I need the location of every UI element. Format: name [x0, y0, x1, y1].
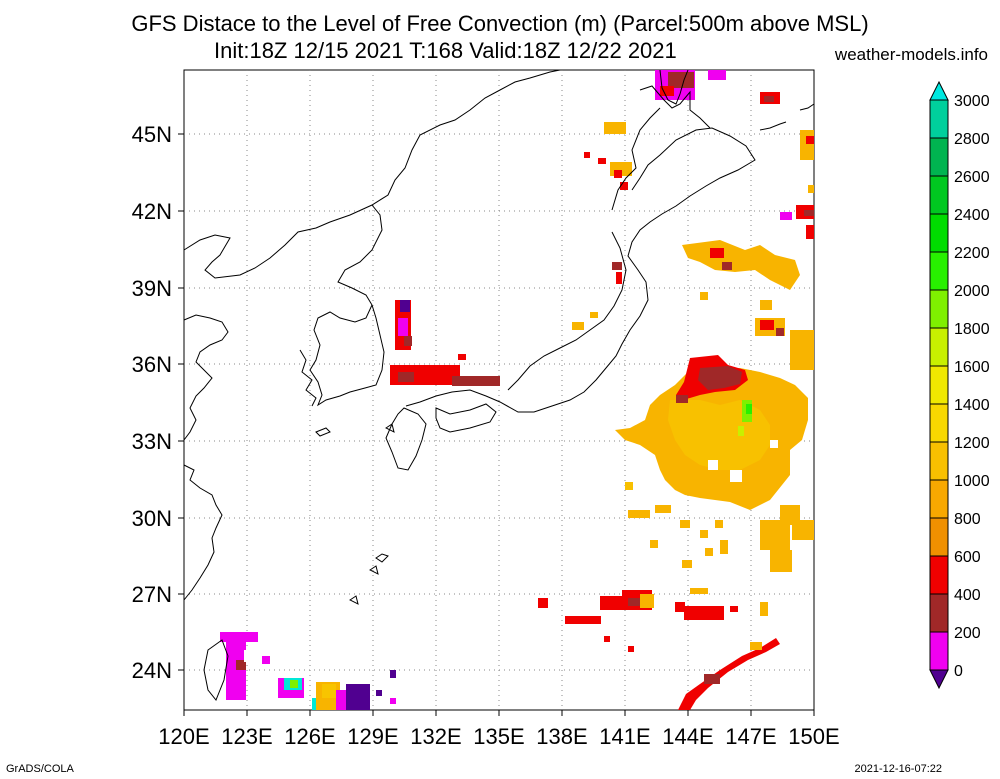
lon-labels: 120E 123E 126E 129E 132E 135E 138E 141E …: [158, 724, 839, 749]
lon-tick-label: 132E: [410, 724, 461, 749]
colorbar-label: 1600: [954, 359, 990, 376]
lon-tick-label: 138E: [536, 724, 587, 749]
colorbar-label: 1200: [954, 435, 990, 452]
lfc-shading: [220, 70, 814, 710]
lon-tick-label: 123E: [221, 724, 272, 749]
colorbar-band: [929, 441, 949, 481]
colorbar-band: [929, 631, 949, 671]
colorbar-label: 800: [954, 511, 981, 528]
colorbar-bottom-arrow: [929, 669, 949, 690]
southwest-region: [220, 632, 396, 710]
lat-tick-label: 36N: [132, 352, 172, 377]
coastlines: [183, 69, 815, 701]
colorbar-label: 400: [954, 587, 981, 604]
colorbar-band: [929, 517, 949, 557]
colorbar-band: [929, 593, 949, 633]
colorbar-label: 2000: [954, 283, 990, 300]
colorbar-label: 2600: [954, 169, 990, 186]
colorbar-top-arrow: [929, 80, 949, 101]
colorbar-band: [929, 555, 949, 595]
colorbar: 3000280026002400220020001800160014001200…: [929, 80, 990, 690]
colorbar-label: 2200: [954, 245, 990, 262]
lat-tick-label: 27N: [132, 582, 172, 607]
colorbar-label: 1000: [954, 473, 990, 490]
map-subtitle: Init:18Z 12/15 2021 T:168 Valid:18Z 12/2…: [214, 38, 677, 63]
axis-ticks: [178, 133, 815, 716]
footer-timestamp: 2021-12-16-07:22: [854, 763, 942, 775]
colorbar-band: [929, 175, 949, 215]
lat-tick-label: 33N: [132, 429, 172, 454]
colorbar-band: [929, 251, 949, 291]
colorbar-label: 2400: [954, 207, 990, 224]
far-northeast-region: [760, 92, 814, 239]
colorbar-band: [929, 479, 949, 519]
lon-tick-label: 120E: [158, 724, 209, 749]
colorbar-band: [929, 289, 949, 329]
korea-strait-region: [390, 300, 500, 386]
lat-tick-label: 45N: [132, 122, 172, 147]
lat-tick-label: 30N: [132, 506, 172, 531]
colorbar-band: [929, 213, 949, 253]
subtropical-band: [538, 588, 780, 710]
map-title: GFS Distace to the Level of Free Convect…: [131, 11, 869, 36]
colorbar-band: [929, 99, 949, 139]
colorbar-label: 0: [954, 663, 963, 680]
pacific-high-lfc-region: [615, 355, 814, 572]
colorbar-label: 1400: [954, 397, 990, 414]
colorbar-label: 2800: [954, 131, 990, 148]
lon-tick-label: 144E: [662, 724, 713, 749]
footer-software: GrADS/COLA: [6, 763, 74, 775]
northeast-ocean-region: [682, 240, 814, 405]
lat-labels: 45N 42N 39N 36N 33N 30N 27N 24N: [132, 122, 172, 683]
lon-tick-label: 135E: [473, 724, 524, 749]
lon-tick-label: 147E: [725, 724, 776, 749]
colorbar-label: 200: [954, 625, 981, 642]
colorbar-label: 3000: [954, 93, 990, 110]
colorbar-label: 600: [954, 549, 981, 566]
lon-tick-label: 129E: [347, 724, 398, 749]
colorbar-band: [929, 137, 949, 177]
lat-tick-label: 24N: [132, 658, 172, 683]
site-credit: weather-models.info: [834, 45, 988, 64]
lat-tick-label: 39N: [132, 276, 172, 301]
colorbar-band: [929, 327, 949, 367]
lon-tick-label: 126E: [284, 724, 335, 749]
colorbar-label: 1800: [954, 321, 990, 338]
lon-tick-label: 150E: [788, 724, 839, 749]
colorbar-band: [929, 365, 949, 405]
colorbar-band: [929, 403, 949, 443]
lon-tick-label: 141E: [599, 724, 650, 749]
lat-tick-label: 42N: [132, 199, 172, 224]
